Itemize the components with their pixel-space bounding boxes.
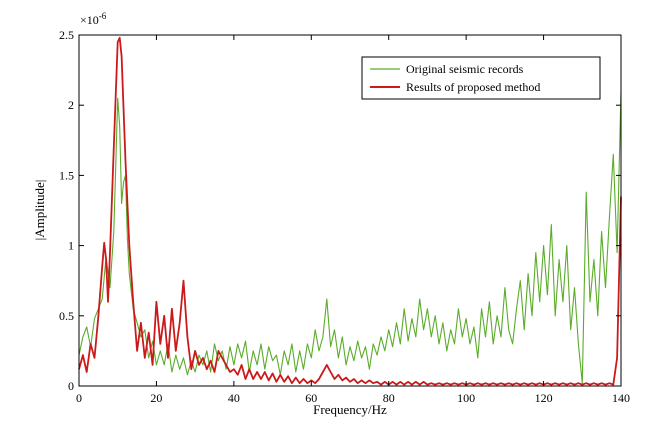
- y-axis-label: |Amplitude|: [32, 180, 47, 241]
- legend-label-proposed: Results of proposed method: [406, 80, 540, 94]
- x-tick-label: 120: [535, 391, 553, 405]
- x-tick-label: 40: [228, 391, 240, 405]
- x-tick-label: 0: [76, 391, 82, 405]
- y-exponent-label: ×10-6: [80, 11, 107, 27]
- x-tick-label: 60: [305, 391, 317, 405]
- series-line-proposed: [78, 36, 622, 386]
- y-exponent-base: ×10: [80, 13, 99, 27]
- y-axis-ticks: 0 0.5 1 1.5 2 2.5: [59, 28, 621, 393]
- legend: Original seismic records Results of prop…: [361, 56, 601, 100]
- legend-label-original: Original seismic records: [406, 62, 524, 76]
- legend-box: [361, 56, 601, 100]
- x-tick-label: 20: [150, 391, 162, 405]
- y-tick-label: 1.5: [59, 168, 74, 182]
- y-tick-label: 1: [68, 239, 74, 253]
- x-axis-label: Frequency/Hz: [313, 402, 387, 417]
- x-axis-ticks: 0 20 40 60 80 100 120 140: [76, 35, 630, 405]
- series-layer: [78, 36, 622, 386]
- plot-frame: [78, 34, 622, 387]
- series-line-original: [78, 91, 622, 384]
- y-tick-label: 2.5: [59, 28, 74, 42]
- y-exponent-power: -6: [99, 11, 107, 21]
- x-tick-label: 100: [457, 391, 475, 405]
- x-tick-label: 140: [612, 391, 630, 405]
- y-tick-label: 0: [68, 379, 74, 393]
- y-tick-label: 2: [68, 98, 74, 112]
- x-tick-label: 80: [383, 391, 395, 405]
- y-tick-label: 0.5: [59, 309, 74, 323]
